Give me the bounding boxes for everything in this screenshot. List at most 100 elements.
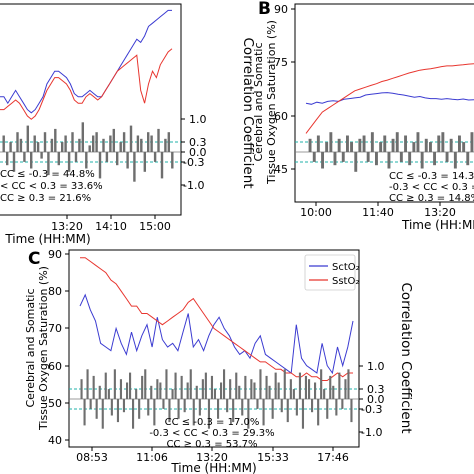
- panel-b-correlation-bar: [387, 152, 391, 169]
- panel-a-correlation-bar: [140, 138, 143, 152]
- panel-a-y2-tick-label: 0.0: [189, 146, 207, 159]
- panel-c-correlation-bar: [238, 385, 241, 399]
- legend-label-scto2: SctO₂: [332, 262, 360, 273]
- panel-c-correlation-bar: [241, 399, 244, 416]
- panel-b-correlation-bar: [316, 135, 320, 152]
- panel-c-y-tick-label: 60: [48, 360, 62, 373]
- panel-c-correlation-bar: [277, 382, 280, 399]
- panel-c-y-axis-label-line2: Tissue Oxygen Saturation (%): [37, 266, 50, 431]
- panel-a-x-tick-label: 13:20: [51, 220, 83, 233]
- panel-b-correlation-bar: [429, 142, 432, 152]
- panel-c-correlation-bar: [116, 399, 120, 423]
- panel-a-correlation-bar: [122, 132, 126, 152]
- panel-c-y-tick-label: 90: [48, 248, 62, 261]
- panel-c-correlation-bar: [320, 369, 323, 399]
- panel-b-correlation-bar: [399, 152, 403, 162]
- panel-c-y-axis-label-line1: Cerebral and Somatic: [24, 288, 37, 407]
- panel-b-correlation-bar: [329, 132, 333, 152]
- panel-c-correlation-bar: [265, 375, 268, 399]
- panel-c-correlation-bar: [229, 379, 232, 399]
- panel-c-correlation-bar: [132, 399, 135, 429]
- panel-a-correlation-bar: [147, 132, 150, 152]
- panel-c-correlation-bar: [201, 379, 204, 399]
- panel-a-correlation-bar: [112, 128, 116, 152]
- panel-c-series-scto2-line: [79, 293, 354, 375]
- panel-b-correlation-bar: [466, 152, 470, 166]
- panel-c-x-tick-label: 08:53: [76, 451, 108, 464]
- panel-b-correlation-bar: [412, 142, 416, 152]
- panel-a-correlation-bar: [26, 125, 30, 152]
- panel-a-correlation-bar: [85, 152, 88, 169]
- panel-c-correlation-bar: [311, 399, 314, 413]
- panel-c-correlation-bar: [217, 399, 220, 419]
- panel-c-correlation-bar: [107, 389, 110, 399]
- panel-c-correlation-bar: [259, 369, 262, 399]
- panel-c-y2-tick-label: 1.0: [367, 360, 385, 373]
- panel-c-correlation-bar: [204, 372, 207, 399]
- panel-c-correlation-bar: [104, 372, 107, 399]
- panel-c-correlation-bar: [317, 399, 320, 426]
- panel-c-correlation-bar: [280, 399, 283, 413]
- panel-a-correlation-bar: [61, 142, 64, 152]
- panel-a-correlation-bar: [9, 142, 12, 152]
- panel-a-y2-tick-label: 1.0: [189, 113, 207, 126]
- panel-b-stat-line: CC ≥ 0.3 = 14.8%: [389, 193, 474, 204]
- panel-a-y2-tick-label: -1.0: [183, 179, 204, 192]
- panel-c-letter: C: [28, 249, 40, 269]
- panel-c-correlation-bar: [189, 369, 192, 399]
- panel-a-correlation-bar: [54, 128, 57, 152]
- panel-a-correlation-bar: [143, 152, 147, 172]
- panel-b-correlation-bar: [321, 152, 325, 169]
- panel-a-axes-frame: [0, 3, 182, 216]
- panel-c-correlation-bar: [207, 399, 211, 429]
- panel-b-correlation-bar: [433, 152, 437, 166]
- panel-c-correlation-bar: [329, 375, 332, 399]
- panel-b-correlation-bar: [350, 142, 354, 152]
- panel-b-correlation-bar: [437, 135, 441, 152]
- panel-c-correlation-bar: [95, 399, 98, 419]
- panel-b-y-tick-label: 45: [274, 163, 288, 176]
- panel-a-bars-layer: [2, 122, 174, 182]
- panel-a-correlation-bar: [74, 152, 78, 162]
- panel-b-series-layer: [305, 63, 474, 134]
- panel-c-correlation-bar: [171, 389, 174, 399]
- panel-c-correlation-bar: [162, 399, 165, 409]
- panel-b-y-tick-label: 75: [274, 56, 288, 69]
- panel-a-right-ticks: 1.0 0.3 0.0 -0.3 -1.0: [181, 113, 207, 192]
- panel-c-correlation-bar: [180, 375, 183, 399]
- panel-c-bars-layer: [80, 369, 353, 429]
- panel-c-correlation-bar: [86, 369, 89, 399]
- panel-a-correlation-bar: [50, 138, 54, 152]
- panel-a-correlation-bar: [136, 135, 140, 152]
- panel-b-y-tick-label: 60: [274, 110, 288, 123]
- panel-c-correlation-bar: [150, 385, 153, 399]
- panel-b-correlation-bar: [312, 152, 316, 162]
- panel-a-correlation-bar: [78, 138, 81, 152]
- panel-a-correlation-bar: [71, 132, 74, 152]
- panel-c-correlation-bar: [101, 399, 104, 429]
- panel-a-correlation-bar: [119, 142, 122, 152]
- panel-b-bars-layer: [308, 132, 474, 172]
- legend-box: [304, 254, 356, 291]
- panel-c-correlation-bar: [135, 389, 138, 399]
- panel-c: C 90 80 70 60 50 40 Cerebral and Somatic…: [24, 248, 414, 474]
- panel-c-correlation-bar: [304, 375, 308, 399]
- panel-c-axes-frame: [68, 249, 360, 448]
- panel-a-correlation-bar: [95, 132, 98, 152]
- panel-b-correlation-bar: [308, 138, 312, 152]
- panel-a-correlation-bar: [64, 135, 67, 152]
- panel-c-correlation-bar: [341, 399, 344, 409]
- panel-c-y-tick-label: 70: [48, 322, 62, 335]
- panel-a-correlation-bar: [171, 152, 174, 169]
- panel-a-correlation-bar: [126, 152, 129, 169]
- panel-c-correlation-bar: [198, 399, 201, 416]
- panel-c-correlation-bar: [159, 382, 162, 399]
- panel-a-x-tick-label: 14:10: [95, 220, 127, 233]
- panel-a-correlation-bar: [40, 152, 43, 159]
- panel-a-correlation-bar: [92, 135, 95, 152]
- panel-c-correlation-bar: [314, 382, 317, 399]
- panel-c-correlation-bar: [174, 372, 177, 399]
- panel-a-x-ticks: 13:20 14:10 15:00: [51, 215, 171, 233]
- panel-b-correlation-bar: [362, 135, 366, 152]
- panel-c-y-ticks: 90 80 70 60 50 40: [48, 248, 69, 447]
